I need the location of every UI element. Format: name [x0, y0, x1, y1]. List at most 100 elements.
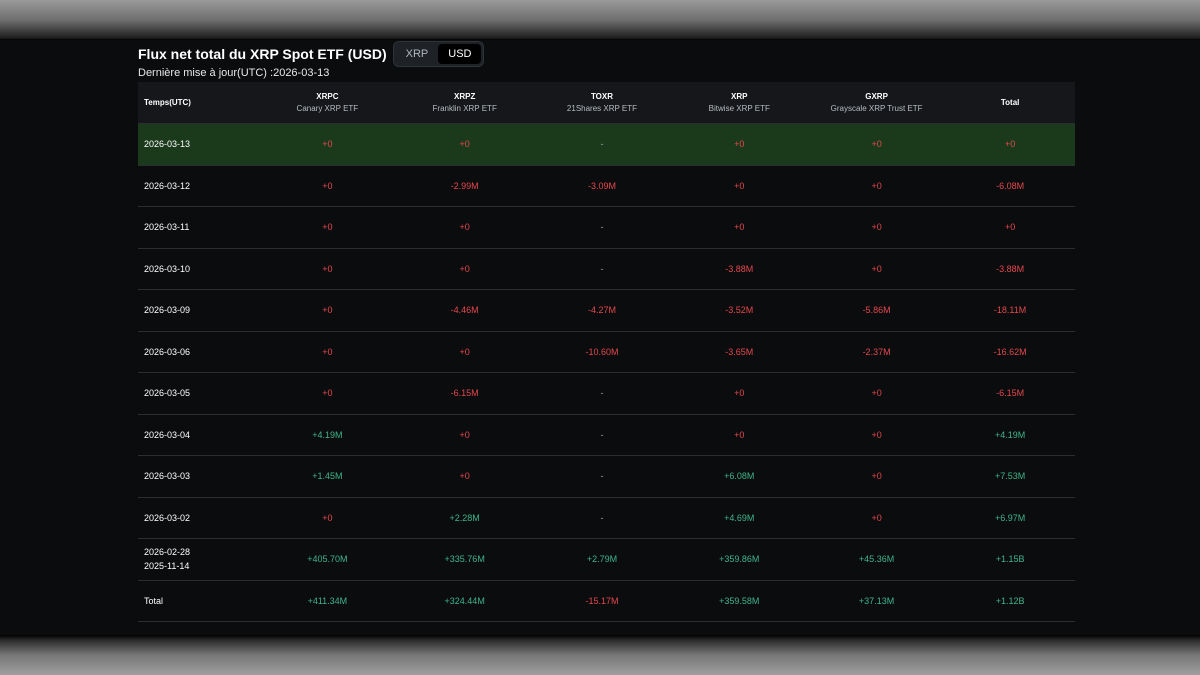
column-header-toxr: TOXR 21Shares XRP ETF [533, 82, 670, 123]
row-date-text: 2026-02-28 [144, 547, 191, 558]
toggle-usd-button[interactable]: USD [438, 44, 482, 64]
flow-value-cell: - [600, 263, 604, 274]
flow-value-cell: +0 [1004, 222, 1016, 233]
table-row[interactable]: 2026-03-12 +0 -2.99M -3.09M +0 +0 -6.08M [138, 166, 1075, 207]
flow-value-cell: -16.62M [993, 346, 1027, 357]
flow-value-cell: +0 [871, 222, 882, 233]
flow-value-cell: +2.28M [449, 512, 480, 523]
table-row[interactable]: 2026-03-06 +0 +0 -10.60M -3.65M -2.37M -16.62M [138, 332, 1075, 373]
column-ticker: XRPZ [454, 92, 476, 101]
column-header-xrpc: XRPC Canary XRP ETF [259, 82, 396, 123]
flow-value-cell: +6.08M [724, 471, 755, 482]
flow-value-cell: -18.11M [993, 305, 1027, 316]
flow-value-cell: -3.88M [996, 263, 1025, 274]
flow-value-cell: - [600, 139, 604, 150]
table-row[interactable]: 2026-03-13 +0 +0 - +0 +0 +0 [138, 124, 1075, 166]
flow-value-cell: -10.60M [585, 346, 619, 357]
flow-value-cell: +45.36M [858, 554, 895, 565]
flow-value-cell: +0 [322, 512, 333, 523]
row-date-text: 2026-03-09 [144, 305, 191, 316]
flow-value-cell: +0 [871, 263, 882, 274]
column-fund-name: Bitwise XRP ETF [708, 104, 770, 113]
flow-value-cell: - [600, 471, 604, 482]
table-row[interactable]: 2026-03-05 +0 -6.15M - +0 +0 -6.15M [138, 373, 1075, 415]
flow-value-cell: +405.70M [307, 554, 348, 565]
last-updated-text: Dernière mise à jour(UTC) :2026-03-13 [138, 67, 330, 79]
table-row[interactable]: 2026-03-02 +0 +2.28M - +4.69M +0 +6.97M [138, 498, 1075, 539]
flow-value-cell: +4.19M [312, 429, 343, 440]
flow-value-cell: - [600, 388, 604, 399]
flow-value-cell: -5.86M [862, 305, 891, 316]
row-date-text: Total [144, 595, 164, 606]
row-date-cell: 2026-03-04 [138, 428, 259, 442]
unit-toggle: XRP USD [392, 41, 485, 67]
row-date-cell: 2026-03-06 [138, 345, 259, 359]
row-date-text: 2026-03-03 [144, 471, 191, 482]
flow-value-cell: +4.19M [994, 429, 1026, 440]
row-date-text: 2026-03-12 [144, 180, 191, 191]
flow-value-cell: +335.76M [444, 554, 485, 565]
column-header-xrp: XRP Bitwise XRP ETF [671, 82, 808, 123]
flow-value-cell: +0 [322, 222, 333, 233]
flow-value-cell: +0 [322, 388, 333, 399]
flow-value-cell: +2.79M [586, 554, 618, 565]
table-row[interactable]: 2026-02-28 2025-11-14 +405.70M +335.76M +2.7… [138, 539, 1075, 581]
flow-value-cell: +37.13M [858, 595, 895, 606]
flow-value-cell: +0 [734, 222, 745, 233]
toggle-xrp-button[interactable]: XRP [405, 48, 429, 60]
row-date-cell: 2026-03-02 [138, 511, 259, 525]
etf-flow-table: Temps(UTC) XRPC Canary XRP ETF XRPZ Fran… [138, 82, 1075, 622]
flow-value-cell: +0 [734, 180, 745, 191]
flow-value-cell: +0 [459, 222, 470, 233]
table-body: 2026-03-13 +0 +0 - +0 +0 +0 2026-03-12 +0 -2.99M -… [138, 124, 1075, 622]
flow-value-cell: +4.69M [724, 512, 755, 523]
table-row[interactable]: 2026-03-10 +0 +0 - -3.88M +0 -3.88M [138, 249, 1075, 290]
flow-value-cell: +0 [459, 263, 470, 274]
flow-value-cell: +1.15B [995, 554, 1025, 565]
flow-value-cell: +0 [322, 263, 333, 274]
table-row[interactable]: 2026-03-09 +0 -4.46M -4.27M -3.52M -5.86M -18.… [138, 290, 1075, 332]
column-fund-name: 21Shares XRP ETF [566, 104, 638, 113]
row-date-cell: 2026-03-09 [138, 303, 259, 317]
row-date-text: 2026-03-04 [144, 429, 191, 440]
panel-header: Flux net total du XRP Spot ETF (USD) XRP… [138, 41, 485, 67]
flow-value-cell: +6.97M [994, 512, 1026, 523]
flow-value-cell: -6.15M [450, 388, 479, 399]
flow-value-cell: -6.08M [996, 180, 1025, 191]
flow-value-cell: +0 [459, 346, 470, 357]
column-ticker: XRP [731, 92, 748, 101]
column-header-time: Temps(UTC) [138, 82, 259, 123]
table-row[interactable]: 2026-03-03 +1.45M +0 - +6.08M +0 +7.53M [138, 456, 1075, 498]
flow-value-cell: +0 [871, 429, 882, 440]
column-fund-name: Canary XRP ETF [296, 104, 359, 113]
row-date-cell: 2026-03-03 [138, 469, 259, 483]
flow-value-cell: +0 [322, 346, 333, 357]
table-row[interactable]: 2026-03-04 +4.19M +0 - +0 +0 +4.19M [138, 415, 1075, 456]
flow-value-cell: +0 [1004, 139, 1016, 150]
table-row[interactable]: 2026-03-11 +0 +0 - +0 +0 +0 [138, 207, 1075, 249]
column-fund-name: Grayscale XRP Trust ETF [830, 104, 923, 113]
column-ticker: Total [1000, 98, 1020, 107]
flow-value-cell: -3.88M [725, 263, 754, 274]
flow-value-cell: - [600, 512, 604, 523]
row-date-text: 2026-03-11 [144, 222, 190, 233]
flow-value-cell: +0 [871, 471, 882, 482]
flow-value-cell: +0 [322, 305, 333, 316]
flow-value-cell: -3.65M [725, 346, 754, 357]
flow-value-cell: +0 [734, 429, 745, 440]
table-row[interactable]: Total +411.34M +324.44M -15.17M +359.58M +37.… [138, 581, 1075, 622]
row-date-cell: 2026-03-05 [138, 386, 259, 400]
flow-value-cell: +0 [734, 139, 745, 150]
column-ticker: TOXR [590, 92, 614, 101]
flow-value-cell: +1.45M [312, 471, 343, 482]
flow-value-cell: +0 [734, 388, 745, 399]
column-header-xrpz: XRPZ Franklin XRP ETF [396, 82, 533, 123]
flow-value-cell: -2.37M [862, 346, 891, 357]
row-date-text: 2026-03-13 [144, 139, 191, 150]
row-date-cell: 2026-03-13 [138, 137, 259, 151]
flow-value-cell: +0 [322, 180, 333, 191]
flow-value-cell: +0 [871, 388, 882, 399]
column-fund-name: Franklin XRP ETF [432, 104, 497, 113]
flow-value-cell: -6.15M [996, 388, 1025, 399]
row-date-cell: 2026-03-11 [138, 220, 259, 234]
